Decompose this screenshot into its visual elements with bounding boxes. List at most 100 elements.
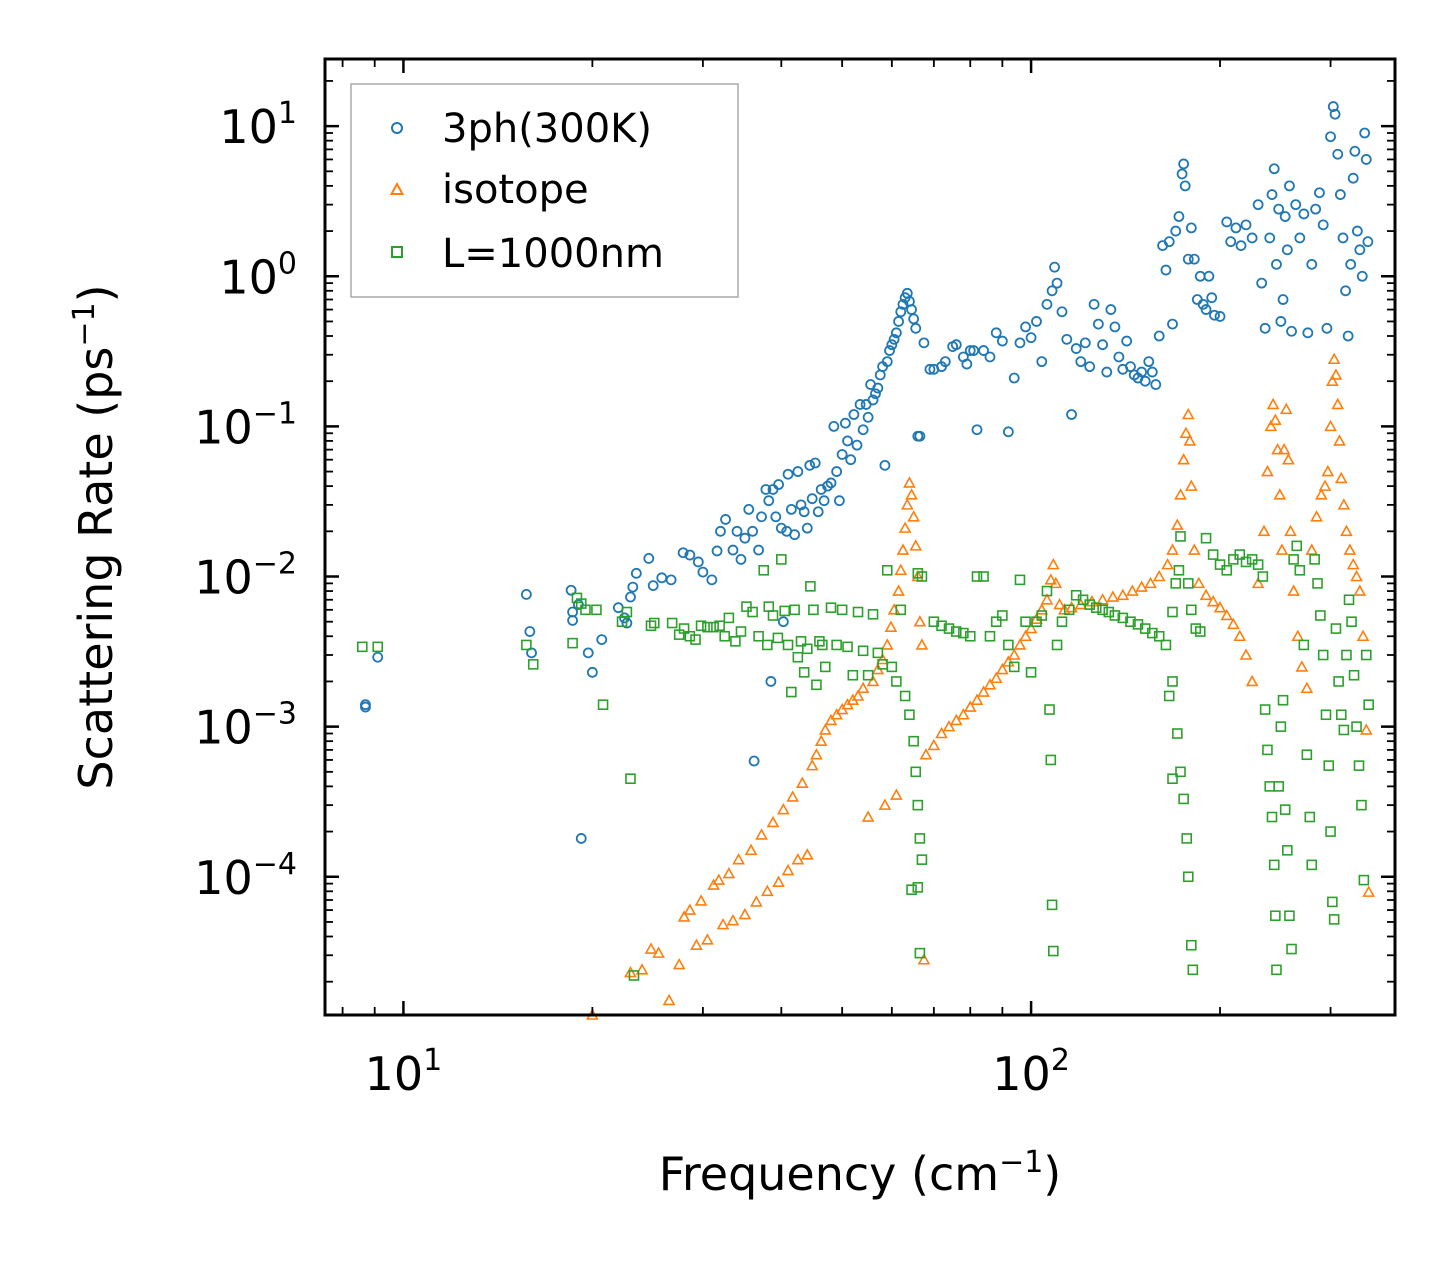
- point-3ph: [582, 647, 594, 659]
- point-3ph: [1066, 409, 1077, 420]
- point-isotope: [652, 946, 665, 958]
- point-boundary: [914, 947, 926, 959]
- point-boundary: [747, 606, 758, 618]
- point-boundary: [1346, 616, 1357, 628]
- point-3ph: [842, 435, 853, 447]
- point-isotope: [1181, 407, 1195, 420]
- point-boundary: [1288, 554, 1299, 565]
- point-boundary: [1268, 859, 1280, 871]
- point-3ph: [1153, 330, 1165, 342]
- point-boundary: [881, 564, 893, 576]
- point-3ph: [1061, 333, 1073, 345]
- point-3ph: [1014, 337, 1026, 349]
- point-isotope: [903, 476, 916, 488]
- legend-entry-isotope: isotope: [389, 167, 589, 213]
- point-isotope: [786, 790, 800, 802]
- point-boundary: [1044, 704, 1055, 715]
- point-3ph: [756, 511, 767, 523]
- point-boundary: [936, 620, 947, 632]
- point-isotope: [1152, 569, 1166, 582]
- point-boundary: [1056, 616, 1068, 628]
- point-isotope: [1174, 488, 1187, 500]
- point-boundary: [1109, 610, 1121, 621]
- point-isotope: [624, 965, 637, 978]
- point-isotope: [1251, 576, 1265, 589]
- point-isotope: [1199, 588, 1213, 601]
- point-isotope: [726, 914, 740, 926]
- point-isotope: [942, 719, 956, 732]
- point-boundary: [1160, 639, 1172, 651]
- point-3ph: [1025, 332, 1037, 344]
- point-boundary: [1262, 744, 1273, 756]
- point-isotope: [1279, 402, 1293, 415]
- point-3ph: [1075, 356, 1087, 368]
- point-3ph: [1294, 232, 1306, 244]
- legend-marker-triangle: [389, 181, 405, 195]
- point-boundary: [990, 616, 1002, 628]
- point-isotope: [1053, 597, 1066, 610]
- point-boundary: [1317, 649, 1329, 661]
- point-boundary: [906, 884, 917, 895]
- point-isotope: [1001, 655, 1015, 667]
- point-boundary: [372, 641, 384, 653]
- point-3ph: [910, 322, 922, 334]
- point-boundary: [798, 667, 810, 678]
- point-isotope: [1106, 590, 1120, 602]
- point-isotope: [996, 662, 1009, 675]
- point-isotope: [889, 788, 903, 800]
- point-3ph: [870, 388, 881, 400]
- legend-entry-3ph: 3ph(300K): [391, 106, 652, 152]
- point-isotope: [1233, 629, 1247, 642]
- point-boundary: [914, 833, 926, 844]
- point-3ph: [1302, 327, 1314, 339]
- plot-frame: [323, 57, 1397, 1017]
- point-boundary: [908, 735, 919, 747]
- point-3ph: [804, 459, 816, 471]
- tick-labels: 101 102 101 100 10−1 10−2 10−3 10−4: [194, 96, 1070, 1101]
- point-isotope: [1362, 885, 1376, 897]
- point-isotope: [963, 700, 977, 712]
- point-boundary: [1020, 616, 1031, 628]
- point-boundary: [1181, 833, 1193, 844]
- point-3ph: [1284, 180, 1295, 192]
- point-3ph: [984, 351, 996, 363]
- point-3ph: [1088, 298, 1100, 310]
- point-3ph: [1176, 168, 1188, 180]
- point-boundary: [1284, 910, 1295, 922]
- x-tick-label: 101: [365, 1043, 443, 1101]
- point-boundary: [971, 571, 983, 582]
- point-3ph: [961, 358, 973, 370]
- point-isotope: [1353, 584, 1367, 596]
- point-boundary: [819, 661, 831, 673]
- point-boundary: [916, 854, 928, 865]
- point-3ph: [1354, 244, 1366, 256]
- point-3ph: [760, 484, 772, 495]
- point-boundary: [776, 554, 787, 565]
- point-isotope: [662, 993, 676, 1006]
- point-boundary: [591, 604, 602, 616]
- point-boundary: [1182, 871, 1194, 883]
- point-3ph: [524, 626, 536, 637]
- point-3ph: [1070, 343, 1082, 354]
- point-isotope: [1177, 453, 1190, 465]
- point-boundary: [1048, 945, 1059, 957]
- point-boundary: [814, 636, 825, 647]
- point-boundary: [772, 632, 784, 644]
- point-3ph: [360, 701, 371, 713]
- point-boundary: [1304, 811, 1316, 823]
- point-boundary: [950, 626, 962, 637]
- point-3ph: [825, 477, 837, 489]
- point-boundary: [1298, 639, 1310, 651]
- point-boundary: [852, 606, 864, 618]
- point-boundary: [1270, 910, 1281, 922]
- point-isotope: [1333, 434, 1346, 446]
- point-boundary: [735, 626, 747, 637]
- point-3ph: [822, 480, 833, 492]
- point-boundary: [767, 610, 779, 621]
- point-3ph: [836, 449, 848, 460]
- point-isotope: [1226, 617, 1240, 630]
- point-3ph: [828, 420, 840, 432]
- point-boundary: [1090, 602, 1102, 613]
- point-3ph: [1031, 316, 1042, 327]
- point-isotope: [1346, 557, 1360, 570]
